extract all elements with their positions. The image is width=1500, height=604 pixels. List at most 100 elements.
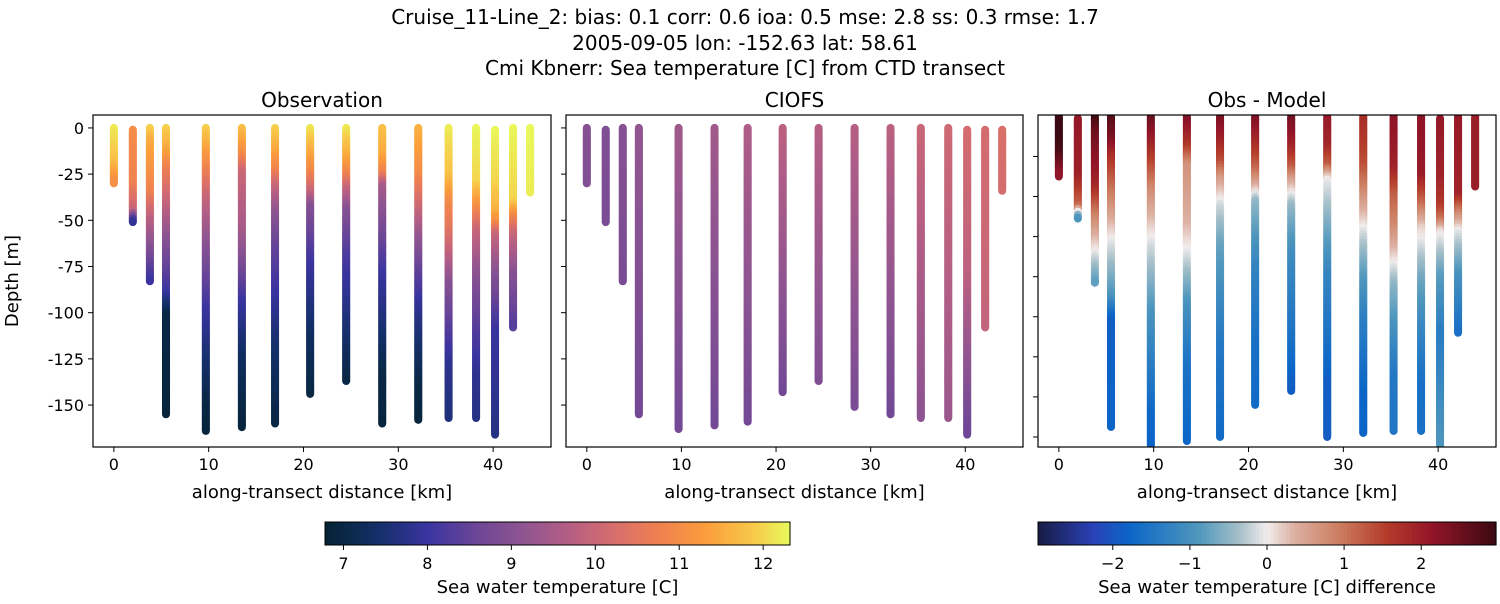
colorbar-swatch xyxy=(1228,522,1234,545)
colorbar-swatch xyxy=(495,522,500,545)
colorbar-swatch xyxy=(1129,522,1135,545)
colorbar-swatch xyxy=(1190,522,1196,545)
axes-frame xyxy=(92,114,552,448)
colorbar-swatch xyxy=(623,522,628,545)
colorbar-swatch xyxy=(1259,522,1264,545)
colorbar-swatch xyxy=(1217,522,1222,545)
colorbar-swatch xyxy=(1331,522,1337,545)
colorbar-swatch xyxy=(1255,522,1260,545)
panel-observation: Observation 0 10 20 30 40 along-transect dista… xyxy=(2,88,552,503)
colorbar-swatch xyxy=(1438,522,1444,545)
colorbar-swatch xyxy=(325,522,330,545)
colorbar-swatch xyxy=(739,522,745,545)
panel-title: CIOFS xyxy=(765,88,824,112)
colorbar-swatch xyxy=(747,522,752,545)
colorbar-swatch xyxy=(1198,522,1203,545)
colorbar-swatch xyxy=(1240,522,1245,545)
colorbar-swatch xyxy=(662,522,667,545)
colorbar-swatch xyxy=(561,522,566,545)
colorbar-tick-label: 7 xyxy=(338,554,348,573)
colorbar-swatch xyxy=(1282,522,1287,545)
colorbar-swatch xyxy=(1076,522,1081,545)
colorbar-swatch xyxy=(1232,522,1238,545)
colorbar-swatch xyxy=(1404,522,1409,545)
colorbar-swatch xyxy=(1072,522,1077,545)
colorbar-swatch xyxy=(565,522,570,545)
colorbar-swatch xyxy=(1301,522,1306,545)
colorbar-swatch xyxy=(1175,522,1180,545)
colorbar-swatch xyxy=(1179,522,1184,545)
colorbar-swatch xyxy=(1141,522,1146,545)
colorbar-swatch xyxy=(1392,522,1398,545)
colorbar-swatch xyxy=(1320,522,1325,545)
colorbar-swatch xyxy=(1270,522,1276,545)
colorbar-swatch xyxy=(1225,522,1230,545)
colorbar-swatch xyxy=(1121,522,1127,545)
colorbar-swatch xyxy=(1465,522,1470,545)
colorbar-swatch xyxy=(580,522,586,545)
colorbar-swatch xyxy=(437,522,442,545)
colorbar-swatch xyxy=(1381,522,1386,545)
colorbar-swatch xyxy=(1133,522,1138,545)
colorbar-swatch xyxy=(1068,522,1073,545)
colorbar-swatch xyxy=(1324,522,1329,545)
colorbar-temperature: 7 8 9 10 11 12 Sea water temperature [C] xyxy=(324,521,791,598)
colorbar-swatch xyxy=(375,522,380,545)
colorbar-swatch xyxy=(604,522,609,545)
colorbar-swatch xyxy=(1236,522,1241,545)
colorbar-swatch xyxy=(460,522,466,545)
colorbar-swatch xyxy=(1183,522,1188,545)
colorbar-swatch xyxy=(503,522,508,545)
colorbar-swatch xyxy=(464,522,469,545)
colorbar-swatch xyxy=(445,522,450,545)
colorbar-swatch xyxy=(615,522,621,545)
colorbar-swatch xyxy=(433,522,438,545)
colorbar-swatch xyxy=(348,522,353,545)
colorbar-swatch xyxy=(1244,522,1249,545)
colorbar-swatch xyxy=(328,522,334,545)
figure-title-line-1: Cruise_11-Line_2: bias: 0.1 corr: 0.6 io… xyxy=(391,5,1099,29)
colorbar-swatch xyxy=(549,522,555,545)
colorbar-swatch xyxy=(1305,522,1310,545)
axes-frame xyxy=(1037,114,1497,448)
colorbar-swatch xyxy=(1385,522,1390,545)
x-tick-label: 10 xyxy=(1144,455,1164,474)
x-axis-label: along-transect distance [km] xyxy=(664,482,924,503)
colorbar-swatch xyxy=(1106,522,1112,545)
colorbar-tick-label: 1 xyxy=(1339,554,1349,573)
colorbar-swatch xyxy=(1045,522,1051,545)
figure-title-line-2: 2005-09-05 lon: -152.63 lat: 58.61 xyxy=(572,31,918,55)
panel-obs-model: Obs - Model 0 10 20 30 40 along-transect dista… xyxy=(1033,88,1497,503)
colorbar-swatch xyxy=(1202,522,1207,545)
colorbar-swatch xyxy=(387,522,392,545)
colorbar-tick-label: 11 xyxy=(669,554,689,573)
colorbar-swatch xyxy=(1144,522,1150,545)
y-tick-label: -100 xyxy=(48,304,84,323)
colorbar-swatch xyxy=(1415,522,1421,545)
colorbar-swatch xyxy=(507,522,512,545)
colorbar-swatch xyxy=(689,522,694,545)
colorbar-swatch xyxy=(414,522,419,545)
y-tick-label: -75 xyxy=(58,257,84,276)
colorbar-swatch xyxy=(406,522,411,545)
colorbar-swatch xyxy=(724,522,729,545)
colorbar-swatch xyxy=(743,522,748,545)
profiles xyxy=(1054,115,1480,447)
colorbar-swatch xyxy=(394,522,400,545)
colorbar-swatch xyxy=(1350,522,1356,545)
colorbar-label: Sea water temperature [C] difference xyxy=(1098,577,1436,598)
colorbar-swatch xyxy=(1079,522,1085,545)
colorbar-swatch xyxy=(1473,522,1478,545)
colorbar-tick-label: 10 xyxy=(585,554,605,573)
colorbar-swatch xyxy=(371,522,376,545)
colorbar-swatch xyxy=(514,522,520,545)
colorbar-swatch xyxy=(472,522,477,545)
colorbar-swatch xyxy=(1434,522,1440,545)
colorbar-swatch xyxy=(697,522,702,545)
colorbar-swatch xyxy=(1274,522,1280,545)
colorbar-swatch xyxy=(677,522,683,545)
colorbar-swatch xyxy=(1480,522,1486,545)
x-tick-label: 0 xyxy=(582,455,592,474)
colorbar-swatch xyxy=(410,522,415,545)
